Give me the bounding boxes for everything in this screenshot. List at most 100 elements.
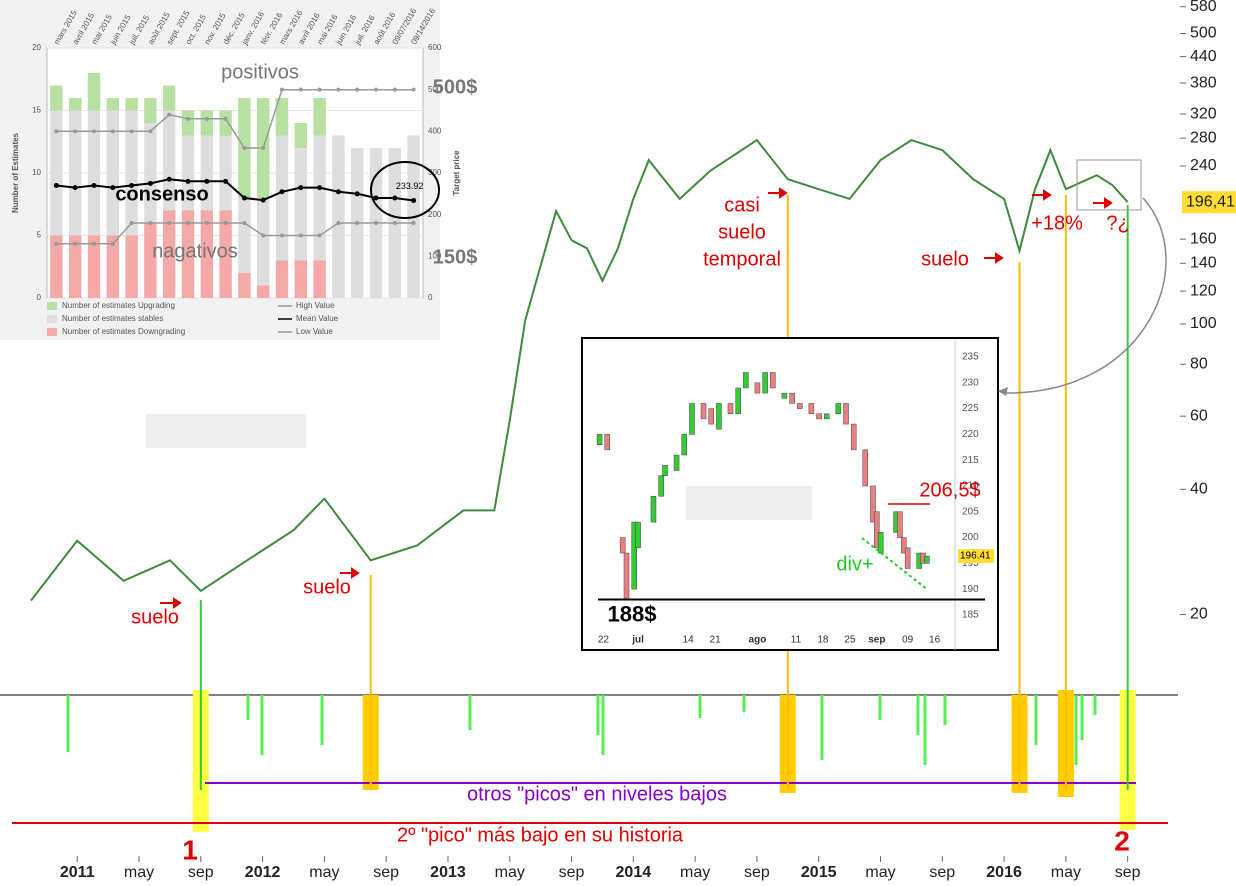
x-tick-label: 2015 <box>801 864 837 881</box>
target-dot <box>355 221 360 225</box>
y2-tick-label: 400 <box>428 126 442 135</box>
bar <box>219 110 232 136</box>
annotation: 500$ <box>433 76 478 98</box>
y2-tick-label: 200 <box>428 210 442 219</box>
target-dot <box>73 129 78 134</box>
zoom-arrow <box>1003 197 1167 394</box>
y2-tick-label: 300 <box>428 168 442 177</box>
x-tick-label: 22 <box>598 635 610 646</box>
y2-tick-label: 500 <box>428 85 442 94</box>
candle-body <box>673 454 680 471</box>
bar <box>144 98 157 123</box>
bar <box>294 148 308 261</box>
y-tick-label: 220 <box>962 429 979 440</box>
candle-body <box>904 547 911 569</box>
last-price-box <box>958 549 994 564</box>
y-tick-label: 140 <box>1190 254 1217 271</box>
candle-body <box>708 408 714 425</box>
target-dot <box>374 87 378 92</box>
bar <box>106 235 120 298</box>
bar <box>162 210 176 298</box>
y-tick-label: 240 <box>1190 157 1217 174</box>
y-tick-label: 280 <box>1190 129 1217 146</box>
level-label: 206,5$ <box>919 479 980 501</box>
price-line <box>30 138 1129 602</box>
target-dot <box>129 221 134 225</box>
main-chart: 2040608010012014016024028032038044050058… <box>30 0 1236 881</box>
bar <box>50 235 63 298</box>
target-dot <box>147 180 153 186</box>
x-tick-label: 2016 <box>986 864 1022 881</box>
target-dot <box>186 116 190 121</box>
candle-body <box>808 403 815 415</box>
bar <box>313 260 326 298</box>
detail-chart: 185 190 195 200 205 210 215 220 225 230 235 22 jul 14… <box>596 352 994 646</box>
y2-axis-title: Target price <box>452 150 461 196</box>
target-dot <box>129 129 134 134</box>
candle-body <box>816 413 822 420</box>
candle-body <box>924 555 930 564</box>
target-dot <box>110 129 115 134</box>
x-tick-label: may <box>865 864 895 881</box>
bar <box>238 273 251 298</box>
y-tick-label: 190 <box>962 584 979 595</box>
bar <box>87 235 101 298</box>
x-tick-label: sep <box>868 635 885 646</box>
target-dot <box>92 241 96 246</box>
bar <box>275 260 289 298</box>
legend-label: Number of estimates Downgrading <box>62 327 185 336</box>
candle-body <box>635 521 641 549</box>
x-tick-label: may <box>680 864 710 881</box>
x-tick-label: sep <box>929 864 955 881</box>
x-tick-label: sep <box>373 864 399 881</box>
y2-tick-label: 0 <box>428 293 433 302</box>
zoom-box <box>1076 159 1142 211</box>
candle-body <box>716 403 722 430</box>
target-dot <box>110 185 116 191</box>
annotation: casi <box>724 194 760 216</box>
target-dot <box>260 197 266 203</box>
target-dot <box>91 183 97 188</box>
y-tick-label: 205 <box>962 506 979 517</box>
legend-swatch <box>47 328 57 336</box>
peak-number: 2 <box>1114 825 1130 856</box>
target-dot <box>411 221 416 225</box>
x-tick-label: 14 <box>683 635 695 646</box>
candle-body <box>789 392 795 404</box>
x-tick-label: 09 <box>902 635 914 646</box>
candle-body <box>897 511 903 538</box>
bar <box>181 135 195 211</box>
annotation: suelo <box>131 606 179 628</box>
target-dot <box>336 221 341 225</box>
target-dot <box>261 233 266 238</box>
low-peaks-note: otros "picos" en niveles bajos <box>467 783 727 805</box>
x-tick-label: sep <box>744 864 770 881</box>
candle-body <box>631 521 637 590</box>
candle-body <box>754 382 761 394</box>
target-dot <box>317 87 322 92</box>
x-tick-label: 11 <box>791 635 802 646</box>
target-dot <box>298 87 303 92</box>
candle-body <box>862 449 869 487</box>
legend-label: Number of estimates stables <box>62 314 163 323</box>
level-label: 188$ <box>608 601 657 626</box>
annotation: suelo <box>921 248 969 270</box>
y-tick-label: 380 <box>1190 74 1217 91</box>
candle-body <box>623 552 630 600</box>
target-dot <box>242 221 247 225</box>
legend-label: High Value <box>296 301 335 310</box>
indicator-spikes <box>66 695 1097 765</box>
bar <box>106 110 120 236</box>
candle-body <box>901 537 907 554</box>
bar <box>106 98 120 111</box>
bar <box>200 210 214 298</box>
candle-body <box>850 423 857 451</box>
bar <box>162 110 176 211</box>
x-tick-label: sep <box>559 864 585 881</box>
candle-body <box>824 413 830 420</box>
target-dot <box>148 221 153 225</box>
y-tick-label: 5 <box>37 231 42 240</box>
target-dot <box>204 178 210 184</box>
bar <box>162 85 176 111</box>
mean-label: 233.92 <box>396 181 424 191</box>
